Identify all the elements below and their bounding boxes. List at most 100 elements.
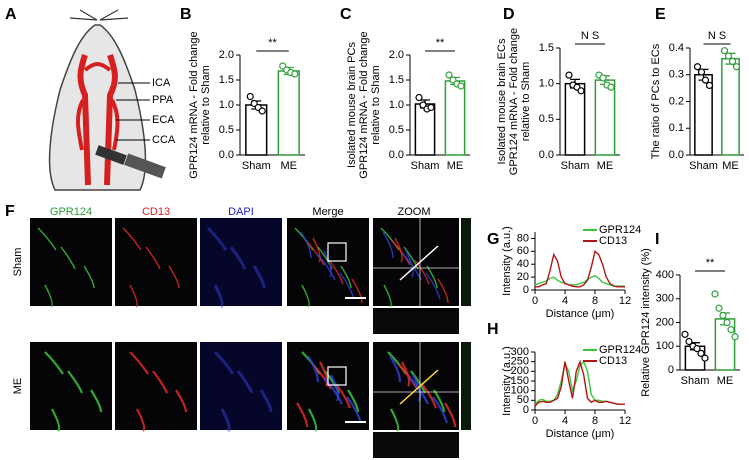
x-tick-label: ME <box>281 160 298 172</box>
y-axis-label: Isolated mouse brain ECs <box>496 38 508 164</box>
y-tick-label: 0.0 <box>389 149 404 161</box>
y-tick-label: 20 <box>517 271 529 283</box>
legend-label: CD13 <box>599 355 627 367</box>
y-tick-label: 0.0 <box>219 149 234 161</box>
vessel-signal <box>213 350 235 375</box>
vessel-signal <box>414 259 430 285</box>
vessel-signal <box>307 355 320 383</box>
panel-label: I <box>655 231 659 248</box>
x-tick-label: ME <box>722 160 739 172</box>
y-tick-label: 300 <box>511 346 529 358</box>
legend-label: GPR124 <box>599 344 641 356</box>
y-tick-label: 60 <box>517 245 529 257</box>
micrographs <box>30 218 471 458</box>
vessel-signal <box>401 361 411 387</box>
mouse-diagram <box>48 9 166 191</box>
x-tick-label: Sham <box>681 375 710 387</box>
side-strip <box>461 218 471 306</box>
vessel-signal <box>403 246 419 270</box>
vessel-signal <box>296 402 309 428</box>
panel-label: E <box>655 6 666 23</box>
micrograph <box>30 342 112 430</box>
vessel-signal <box>220 408 231 433</box>
y-tick-label: 0.2 <box>669 95 684 107</box>
y-tick-label: 200 <box>656 316 674 328</box>
image-column-label: DAPI <box>228 206 254 218</box>
legend-label: GPR124 <box>599 224 641 236</box>
side-strip <box>461 342 471 430</box>
vessel-signal <box>44 284 53 308</box>
bottom-strip <box>373 308 459 334</box>
vessel-label: ECA <box>152 114 175 126</box>
x-tick-label: Sham <box>411 160 440 172</box>
x-tick-label: 4 <box>562 295 568 307</box>
image-column-label: GPR124 <box>50 206 92 218</box>
x-tick-label: 4 <box>562 415 568 427</box>
y-tick-label: 0 <box>523 284 529 296</box>
y-axis-label: relative to Sham <box>370 65 382 144</box>
y-tick-label: 0 <box>668 364 674 376</box>
y-tick-label: 300 <box>656 293 674 305</box>
data-point <box>599 74 607 82</box>
vessel-signal <box>412 374 422 402</box>
vessel-signal <box>152 370 169 394</box>
y-tick-label: 1.0 <box>219 99 234 111</box>
y-tick-label: 1.5 <box>219 74 234 86</box>
data-point <box>719 311 727 319</box>
vessel-signal <box>421 383 438 409</box>
y-tick-label: 0.5 <box>219 124 234 136</box>
data-point <box>727 326 735 334</box>
vessel-signal <box>383 284 392 308</box>
vessel-signal <box>340 265 352 289</box>
panel-label: C <box>340 6 352 23</box>
y-tick-label: 0.5 <box>389 124 404 136</box>
bar <box>277 70 300 156</box>
profile-line <box>534 360 625 405</box>
profile-line <box>399 369 439 405</box>
vessel-signal <box>122 227 142 251</box>
vessel-signal <box>312 237 321 263</box>
data-point <box>732 63 741 71</box>
y-tick-label: 0.5 <box>539 113 554 125</box>
significance-label: ** <box>706 257 715 269</box>
y-tick-label: 400 <box>656 269 674 281</box>
image-row-label: ME <box>12 378 24 395</box>
zoom-box <box>327 242 347 262</box>
vessel-signal <box>390 408 400 432</box>
y-tick-label: 1.5 <box>539 42 554 54</box>
vessel-signal <box>136 408 146 432</box>
vessel-signal <box>51 408 61 432</box>
data-point <box>723 318 731 327</box>
x-tick-label: Sham <box>561 160 590 172</box>
data-point <box>697 349 705 357</box>
data-point <box>697 68 706 76</box>
y-tick-label: 2.0 <box>219 49 234 61</box>
vessel-signal <box>168 265 180 289</box>
y-axis-label: GPR124 mRNA - Fold change <box>358 31 370 178</box>
data-point <box>258 107 266 115</box>
bar <box>721 57 740 156</box>
vessel-signal <box>259 389 273 413</box>
x-axis-label: Distance (μm) <box>546 428 615 440</box>
y-axis-label: The ratio of PCs to ECs <box>650 43 662 159</box>
vessel-signal <box>437 278 449 304</box>
y-tick-label: 1.0 <box>389 99 404 111</box>
data-point <box>246 92 254 101</box>
vessel-signal <box>330 374 340 402</box>
y-axis-label: Intensity (a.u.) <box>501 346 513 416</box>
image-column-label: Merge <box>312 206 343 218</box>
y-axis-label: relative to Sham <box>520 62 532 141</box>
vessel-signal <box>252 265 266 289</box>
vessel-signal <box>394 237 403 263</box>
zoom-box <box>327 366 347 386</box>
y-tick-label: 0.1 <box>669 122 684 134</box>
profile-line <box>535 250 625 288</box>
data-point <box>457 82 465 90</box>
data-point <box>681 330 689 338</box>
vessel-signal <box>426 265 438 289</box>
vessel-signal <box>37 227 57 251</box>
image-row-label: Sham <box>12 248 24 277</box>
data-point <box>445 71 453 79</box>
y-tick-label: 0.0 <box>539 149 554 161</box>
